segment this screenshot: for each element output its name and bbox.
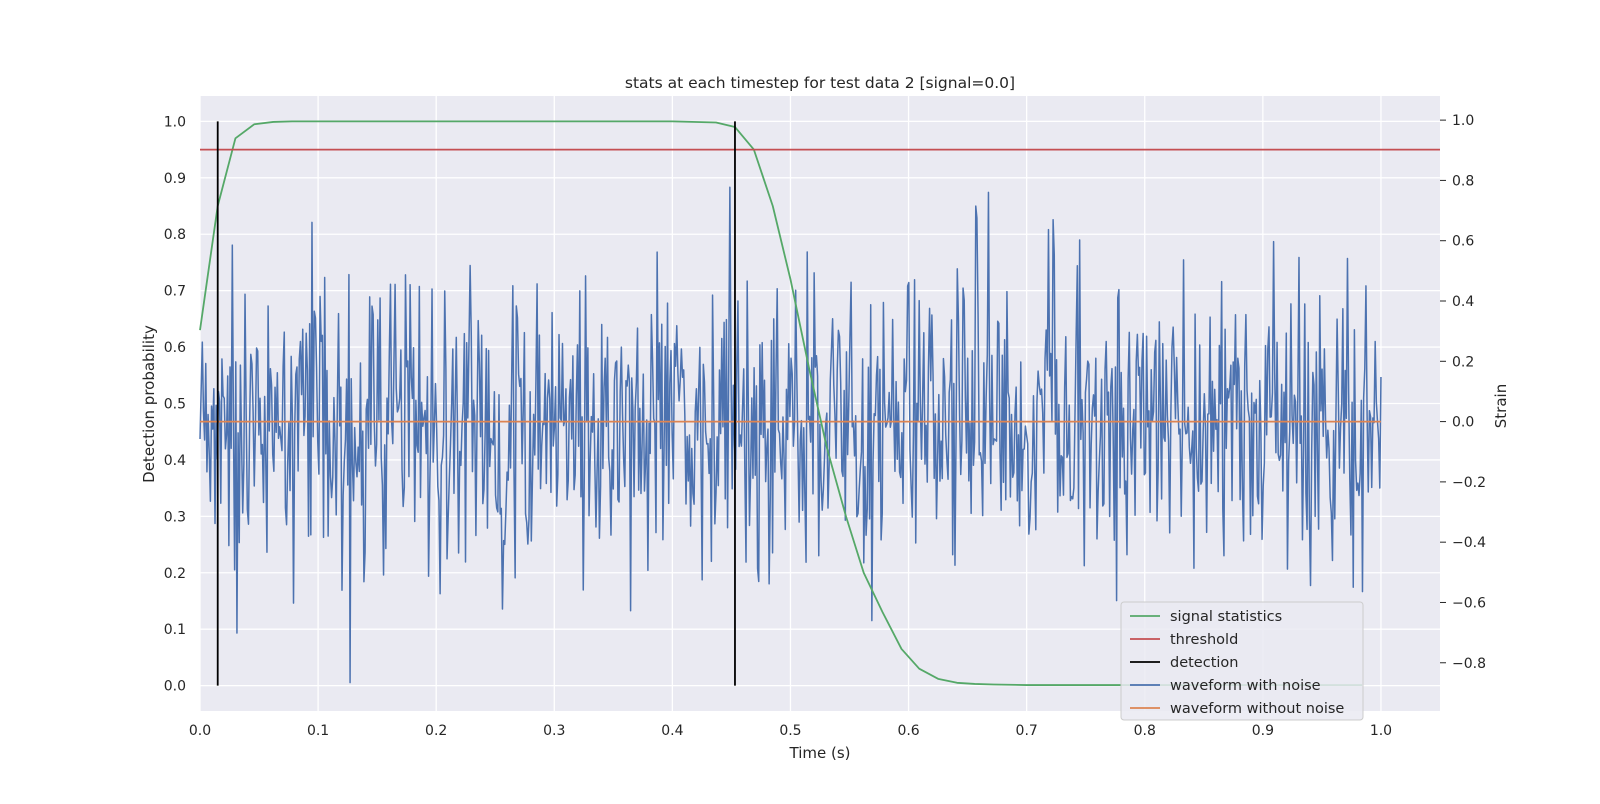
y-tick-label: 0.8: [164, 227, 186, 243]
y2-axis-title: Strain: [1492, 384, 1510, 428]
y2-tick-label: −0.2: [1452, 475, 1486, 491]
y-tick-label: 0.7: [164, 284, 186, 300]
y2-tick-label: −0.4: [1452, 535, 1486, 551]
legend-box: [1120, 601, 1364, 721]
y-axis-right: −0.8 −0.6 −0.4 −0.2 0.0 0.2 0.4 0.6 0.8 1.0: [1440, 113, 1486, 672]
y-axis-title: Detection probability: [140, 325, 158, 483]
y-tick-label: 0.4: [164, 453, 186, 469]
x-tick-label: 0.5: [779, 723, 801, 739]
y-tick-label: 0.1: [164, 622, 186, 638]
waveform-with-noise-line: [199, 186, 1382, 684]
y2-tick-label: 1.0: [1452, 113, 1474, 129]
legend-label-threshold: threshold: [1170, 632, 1238, 648]
x-tick-label: 0.0: [189, 723, 211, 739]
y-tick-label: 0.9: [164, 171, 186, 187]
x-tick-label: 0.3: [543, 723, 565, 739]
y-tick-label: 1.0: [164, 114, 186, 130]
legend: signal statistics threshold detection wa…: [1120, 601, 1364, 721]
y-tick-label: 0.0: [164, 679, 186, 695]
y2-tick-label: 0.0: [1452, 415, 1474, 431]
y2-tick-label: 0.4: [1452, 294, 1474, 310]
x-tick-label: 0.1: [307, 723, 329, 739]
x-tick-label: 1.0: [1370, 723, 1392, 739]
y-tick-label: 0.2: [164, 566, 186, 582]
y2-tick-label: −0.8: [1452, 656, 1486, 672]
y-tick-label: 0.6: [164, 340, 186, 356]
y2-tick-label: 0.8: [1452, 173, 1474, 189]
x-tick-label: 0.7: [1016, 723, 1038, 739]
x-tick-label: 0.9: [1252, 723, 1274, 739]
x-tick-label: 0.4: [661, 723, 683, 739]
legend-label-waveform-with-noise: waveform with noise: [1170, 678, 1321, 694]
x-axis-title: Time (s): [789, 744, 851, 762]
signal-statistics-line: [199, 120, 1363, 686]
legend-label-detection: detection: [1170, 655, 1238, 671]
y-tick-label: 0.5: [164, 397, 186, 413]
y-tick-label: 0.3: [164, 509, 186, 525]
x-axis: 0.0 0.1 0.2 0.3 0.4 0.5 0.6 0.7 0.8 0.9 1.0: [189, 723, 1392, 739]
x-tick-label: 0.6: [897, 723, 919, 739]
legend-label-signal-statistics: signal statistics: [1170, 609, 1282, 625]
chart-title: stats at each timestep for test data 2 […: [625, 74, 1015, 92]
x-tick-label: 0.2: [425, 723, 447, 739]
y-axis-left: 0.0 0.1 0.2 0.3 0.4 0.5 0.6 0.7 0.8 0.9 1.0: [164, 114, 186, 694]
legend-label-waveform-without-noise: waveform without noise: [1170, 701, 1344, 717]
y2-tick-label: 0.6: [1452, 234, 1474, 250]
x-tick-label: 0.8: [1134, 723, 1156, 739]
y2-tick-label: −0.6: [1452, 595, 1486, 611]
series-layer: [199, 120, 1440, 686]
y2-tick-label: 0.2: [1452, 354, 1474, 370]
